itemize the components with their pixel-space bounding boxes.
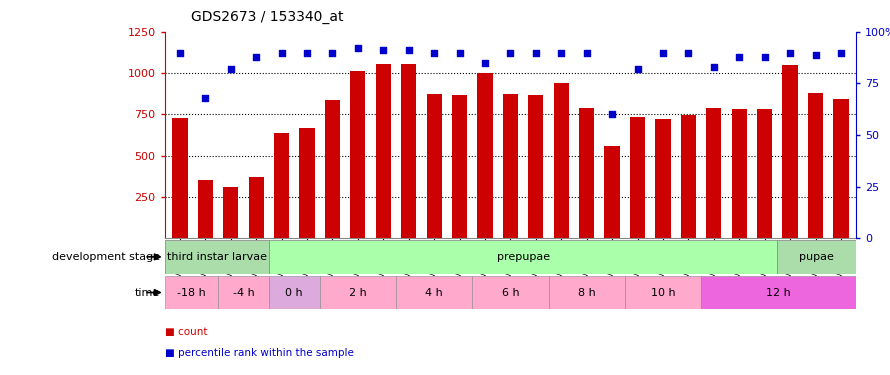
Point: [579, 50, 594, 55]
Bar: [473, 276, 548, 309]
Text: -18 h: -18 h: [177, 288, 206, 297]
Text: time: time: [135, 288, 160, 297]
Bar: [325, 100, 340, 238]
Point: [198, 95, 213, 101]
Bar: [452, 95, 467, 238]
Text: prepupae: prepupae: [497, 252, 550, 262]
Bar: [477, 73, 493, 238]
Bar: [165, 276, 218, 309]
Point: [834, 50, 848, 55]
Point: [656, 50, 670, 55]
Bar: [548, 276, 625, 309]
Text: ■ percentile rank within the sample: ■ percentile rank within the sample: [165, 348, 353, 357]
Point: [529, 50, 543, 55]
Point: [808, 52, 822, 58]
Bar: [269, 240, 777, 274]
Point: [401, 48, 416, 54]
Point: [173, 50, 187, 55]
Bar: [701, 276, 856, 309]
Text: 0 h: 0 h: [286, 288, 303, 297]
Bar: [808, 93, 823, 238]
Bar: [401, 64, 417, 238]
Bar: [655, 119, 670, 238]
Point: [452, 50, 466, 55]
Bar: [173, 118, 188, 238]
Text: third instar larvae: third instar larvae: [166, 252, 267, 262]
Bar: [706, 108, 722, 238]
Point: [605, 111, 619, 117]
Point: [504, 50, 518, 55]
Point: [732, 54, 747, 60]
Bar: [299, 128, 315, 238]
Bar: [833, 99, 848, 238]
Bar: [757, 110, 773, 238]
Point: [554, 50, 569, 55]
Bar: [681, 115, 696, 238]
Bar: [579, 108, 595, 238]
Bar: [426, 94, 441, 238]
Bar: [223, 187, 239, 238]
Point: [300, 50, 314, 55]
Bar: [269, 276, 320, 309]
Point: [783, 50, 797, 55]
Text: -4 h: -4 h: [232, 288, 255, 297]
Bar: [732, 110, 747, 238]
Text: ■ count: ■ count: [165, 327, 207, 337]
Text: GDS2673 / 153340_at: GDS2673 / 153340_at: [191, 10, 344, 24]
Bar: [528, 94, 544, 238]
Bar: [782, 65, 797, 238]
Text: 4 h: 4 h: [425, 288, 443, 297]
Text: 8 h: 8 h: [578, 288, 595, 297]
Bar: [554, 83, 569, 238]
Point: [427, 50, 441, 55]
Bar: [604, 146, 619, 238]
Text: 2 h: 2 h: [349, 288, 367, 297]
Bar: [198, 180, 213, 238]
Point: [630, 66, 644, 72]
Bar: [503, 94, 518, 238]
Point: [326, 50, 340, 55]
Bar: [320, 276, 396, 309]
Text: pupae: pupae: [799, 252, 834, 262]
Point: [376, 48, 391, 54]
Bar: [625, 276, 701, 309]
Bar: [165, 240, 269, 274]
Point: [757, 54, 772, 60]
Bar: [351, 72, 366, 238]
Bar: [630, 117, 645, 238]
Bar: [376, 64, 391, 238]
Point: [249, 54, 263, 60]
Point: [707, 64, 721, 70]
Bar: [248, 177, 263, 238]
Bar: [218, 276, 269, 309]
Point: [274, 50, 288, 55]
Point: [223, 66, 238, 72]
Text: development stage: development stage: [53, 252, 160, 262]
Point: [681, 50, 695, 55]
Point: [351, 45, 365, 51]
Text: 10 h: 10 h: [651, 288, 676, 297]
Bar: [777, 240, 856, 274]
Point: [478, 60, 492, 66]
Bar: [396, 276, 473, 309]
Text: 12 h: 12 h: [766, 288, 791, 297]
Text: 6 h: 6 h: [502, 288, 519, 297]
Bar: [274, 132, 289, 238]
